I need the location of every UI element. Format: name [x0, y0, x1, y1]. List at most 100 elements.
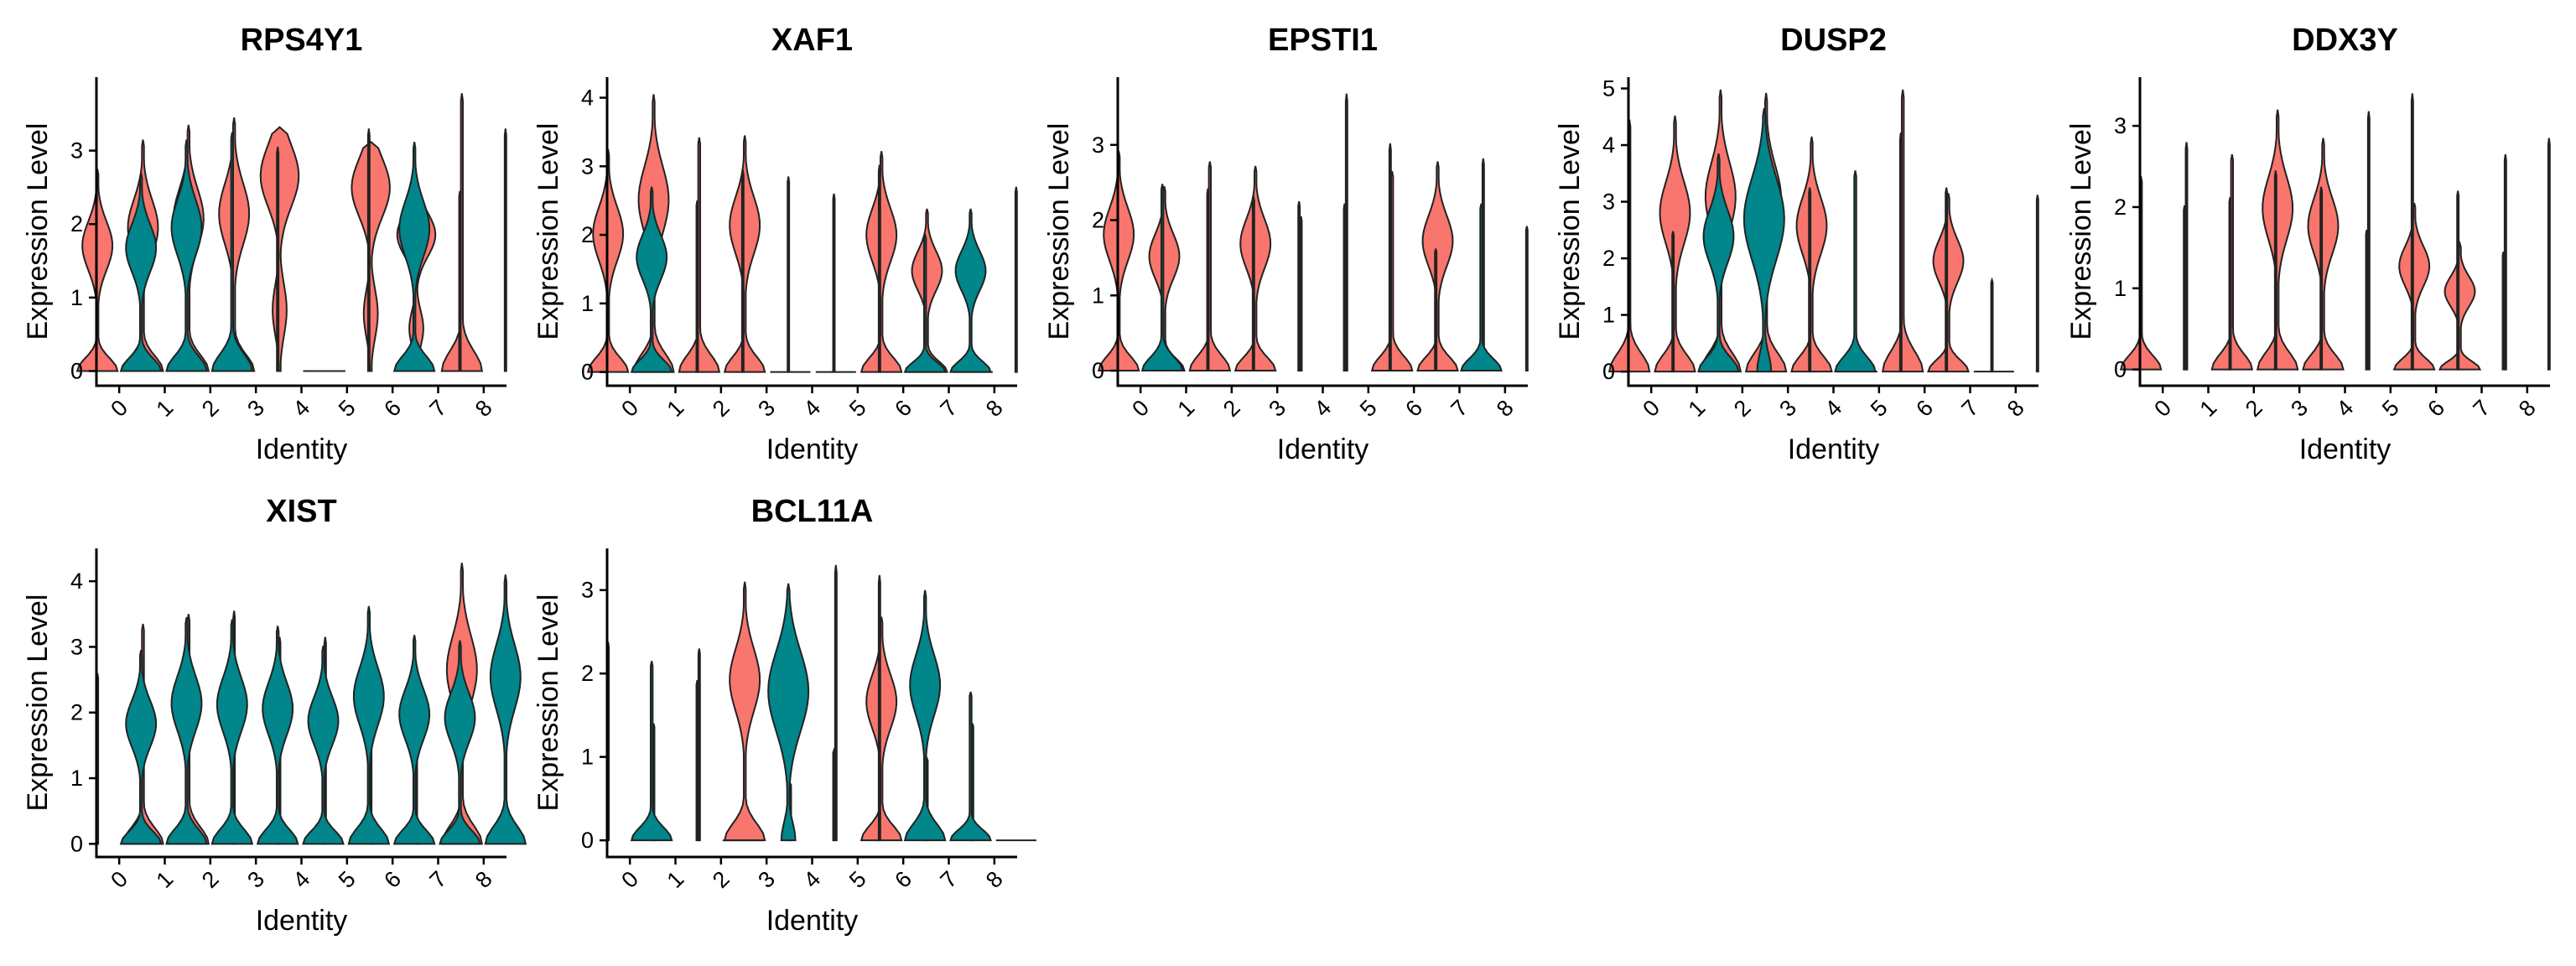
violin-1-s2 — [695, 679, 699, 842]
violin-5-s2 — [2410, 93, 2414, 371]
violin-3-s2 — [276, 147, 280, 372]
violin-1-s2 — [165, 617, 208, 845]
violin-2-s2 — [210, 132, 254, 372]
violin-8-s2 — [2547, 138, 2551, 371]
x-tick-label: 6 — [379, 866, 406, 893]
y-axis-title: Expression Level — [22, 123, 54, 340]
x-tick-label: 7 — [425, 395, 452, 422]
y-tick-label: 2 — [1602, 246, 1615, 271]
violin-5-s2 — [877, 574, 881, 842]
y-tick-label: 0 — [2114, 357, 2127, 382]
violin-3-s2 — [2319, 186, 2324, 371]
y-tick-label: 2 — [581, 661, 594, 686]
x-tick-label: 1 — [2195, 395, 2222, 422]
violin-0-s2 — [1140, 184, 1184, 372]
violin-5-s2 — [1898, 132, 1903, 373]
y-tick-label: 0 — [1092, 358, 1104, 383]
y-axis-title: Expression Level — [2065, 123, 2097, 340]
violin-6-s1 — [351, 140, 391, 372]
x-tick-label: 3 — [242, 395, 269, 422]
violin-6-s1 — [860, 151, 903, 373]
violin-7-s2 — [1460, 203, 1503, 372]
violin-8-s2 — [484, 574, 527, 845]
x-tick-label: 6 — [890, 866, 917, 893]
violin-4-s1 — [2302, 138, 2345, 371]
x-tick-label: 3 — [242, 866, 269, 893]
panel-title: DDX3Y — [2292, 23, 2398, 58]
violin-7-s2 — [949, 691, 992, 842]
violin-1-s2 — [695, 200, 699, 373]
x-tick-label: 1 — [1173, 395, 1200, 422]
x-tick-label: 2 — [197, 866, 224, 893]
violin-2-s2 — [210, 619, 254, 845]
x-tick-label: 7 — [425, 866, 452, 893]
x-tick-label: 0 — [1127, 395, 1154, 422]
y-tick-label: 5 — [1602, 76, 1615, 101]
x-tick-label: 5 — [334, 866, 361, 893]
x-tick-label: 8 — [2002, 395, 2029, 422]
x-tick-label: 4 — [1310, 395, 1337, 422]
y-tick-label: 3 — [1602, 190, 1615, 215]
violin-4-s2 — [1834, 170, 1877, 373]
violin-6-s1 — [2392, 202, 2436, 371]
x-tick-label: 0 — [106, 395, 132, 422]
x-axis-title: Identity — [1788, 434, 1880, 465]
x-tick-label: 2 — [2241, 395, 2267, 422]
x-tick-label: 7 — [936, 395, 963, 422]
violin-7-s2 — [1990, 277, 1994, 373]
x-tick-label: 7 — [936, 866, 963, 893]
y-tick-label: 0 — [70, 831, 83, 856]
panel-title: BCL11A — [751, 494, 874, 529]
violin-1-s2 — [1206, 188, 1210, 372]
x-tick-label: 2 — [197, 395, 224, 422]
violin-8-s2 — [503, 128, 507, 372]
violin-8-s2 — [2035, 195, 2039, 373]
x-tick-label: 5 — [2377, 395, 2404, 422]
x-tick-label: 3 — [1264, 395, 1291, 422]
x-tick-label: 7 — [1446, 395, 1473, 422]
x-tick-label: 3 — [753, 866, 780, 893]
violin-8-s1 — [440, 93, 484, 372]
x-tick-label: 5 — [334, 395, 361, 422]
violin-7-s2 — [458, 190, 462, 372]
x-tick-label: 5 — [1866, 395, 1893, 422]
violin-0-s2 — [1671, 231, 1675, 373]
violin-4-s2 — [832, 747, 836, 842]
y-tick-label: 4 — [581, 86, 594, 111]
y-tick-label: 3 — [70, 138, 83, 164]
violin-7-s2 — [439, 640, 481, 845]
y-tick-label: 1 — [581, 745, 594, 770]
y-tick-label: 1 — [1092, 283, 1104, 308]
x-tick-label: 8 — [2514, 395, 2541, 422]
x-tick-label: 6 — [2423, 395, 2449, 422]
x-tick-label: 3 — [2286, 395, 2313, 422]
violin-3-s1 — [723, 135, 766, 373]
panel-title: EPSTI1 — [1268, 23, 1378, 58]
violin-3-s2 — [767, 583, 810, 842]
y-tick-label: 2 — [581, 222, 594, 247]
violin-0-s2 — [2183, 205, 2187, 371]
y-tick-label: 3 — [70, 634, 83, 659]
y-tick-label: 1 — [2114, 276, 2127, 301]
violin-6-s1 — [860, 616, 903, 842]
violin-6-s2 — [903, 589, 947, 842]
y-tick-label: 1 — [70, 766, 83, 791]
x-tick-label: 5 — [844, 866, 871, 893]
x-tick-label: 5 — [1355, 395, 1382, 422]
x-tick-label: 5 — [844, 395, 871, 422]
violin-5-s2 — [347, 605, 391, 845]
y-tick-label: 2 — [70, 211, 83, 236]
violin-0-s2 — [630, 661, 673, 842]
x-tick-label: 3 — [1774, 395, 1801, 422]
x-tick-label: 4 — [799, 866, 826, 893]
violin-2-s1 — [678, 137, 721, 373]
violin-6-s2 — [1945, 187, 1949, 373]
panel-title: XAF1 — [771, 23, 853, 58]
violin-3-s2 — [1297, 200, 1301, 372]
violin-4-s2 — [832, 193, 836, 373]
violin-2-s2 — [1742, 107, 1785, 373]
